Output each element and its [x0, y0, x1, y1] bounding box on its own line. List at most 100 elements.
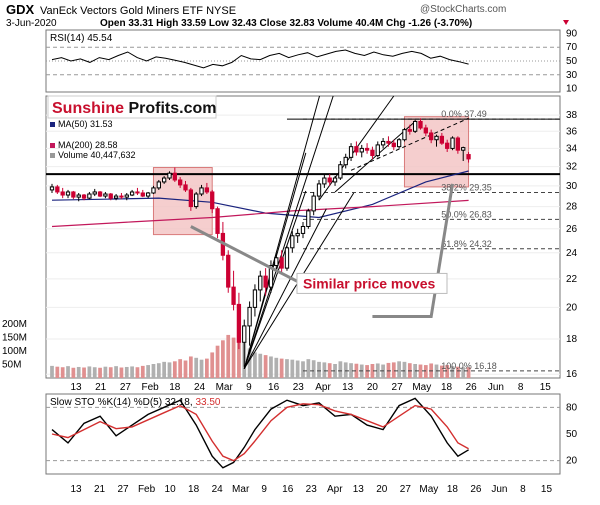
price-tick-label: 32: [566, 162, 578, 173]
candle-body: [311, 195, 316, 212]
annotation-pointer: [190, 225, 304, 286]
price-tick-label: 28: [566, 202, 578, 213]
candle-body: [92, 191, 97, 195]
volume-bar: [124, 366, 129, 378]
ma50-legend-swatch: [50, 122, 55, 127]
fan-trend-line: [243, 208, 327, 369]
candle-body: [49, 186, 55, 191]
price-x-tick-label: 15: [540, 382, 552, 393]
volume-bar: [188, 356, 193, 378]
volume-bar: [76, 366, 81, 378]
candle-body: [418, 120, 423, 129]
volume-bar: [215, 345, 220, 378]
volume-bar: [279, 358, 284, 378]
volume-bar: [114, 366, 118, 378]
volume-bar: [172, 361, 177, 378]
volume-bar: [333, 364, 337, 378]
candle-body: [183, 184, 188, 191]
candle-body: [445, 142, 450, 149]
volume-bar: [108, 367, 113, 378]
candle-body: [178, 179, 183, 186]
price-tick-label: 18: [566, 334, 578, 345]
volume-bar: [130, 366, 134, 378]
volume-bar: [119, 367, 124, 378]
channel-line: [334, 121, 416, 193]
candle-body: [268, 265, 274, 288]
sto-x-tick-label: Jun: [491, 484, 507, 495]
price-tick-label: 30: [566, 181, 578, 192]
volume-bar: [269, 356, 273, 378]
volume-bar: [205, 358, 209, 378]
candle-body: [140, 192, 145, 197]
volume-bar: [263, 355, 268, 378]
header-name: VanEck Vectors Gold Miners ETF NYSE: [40, 5, 236, 17]
candle-body: [332, 177, 338, 183]
volume-bar: [306, 359, 311, 378]
candle-body: [65, 191, 71, 196]
volume-bar: [183, 360, 188, 378]
ma200-legend-label: MA(200) 28.58: [58, 140, 118, 150]
volume-tick-label: 50M: [2, 360, 21, 371]
volume-bar: [237, 330, 241, 378]
sto-x-tick-label: 9: [261, 484, 267, 495]
sto-x-tick-label: 18: [447, 484, 459, 495]
price-tick-label: 36: [566, 126, 578, 137]
volume-bar: [103, 366, 108, 378]
volume-legend-label: Volume 40,447,632: [58, 150, 136, 160]
volume-bar: [295, 360, 300, 378]
candle-body: [242, 325, 247, 343]
candle-body: [215, 208, 220, 234]
candle-body: [60, 191, 65, 196]
candle-body: [236, 303, 242, 343]
volume-bar: [439, 365, 444, 378]
volume-bar: [456, 366, 460, 378]
sto-x-tick-label: 13: [353, 484, 365, 495]
ma200-legend-swatch: [50, 143, 55, 148]
volume-bar: [370, 364, 375, 378]
volume-bar: [338, 361, 343, 378]
candle-body: [252, 289, 258, 308]
price-x-tick-label: 18: [441, 382, 453, 393]
volume-bar: [418, 364, 423, 378]
price-x-tick-label: 21: [95, 382, 107, 393]
price-tick-label: 34: [566, 143, 578, 154]
volume-bar: [285, 359, 289, 378]
fib-label: 50.0% 26.83: [441, 209, 492, 219]
rsi-tick-label: 50: [566, 56, 578, 67]
volume-bar: [450, 366, 455, 378]
price-x-tick-label: 16: [268, 382, 280, 393]
sto-tick-label: 20: [566, 456, 578, 467]
volume-bar: [66, 366, 70, 378]
sto-title: Slow STO %K(14) %D(5) 32.18, 33.50: [50, 397, 221, 408]
candle-body: [258, 275, 263, 291]
volume-bar: [258, 353, 263, 378]
candle-body: [204, 187, 210, 193]
volume-bar: [151, 364, 156, 378]
volume-bar: [423, 365, 428, 378]
candle-body: [247, 306, 252, 327]
candle-body: [167, 172, 172, 179]
price-tick-label: 16: [566, 369, 578, 380]
price-x-tick-label: Apr: [315, 382, 331, 393]
volume-bar: [301, 361, 305, 378]
price-x-tick-label: 26: [466, 382, 478, 393]
sto-x-tick-label: 10: [165, 484, 177, 495]
fan-trend-line: [243, 190, 307, 369]
volume-bar: [461, 367, 466, 378]
candle-body: [348, 146, 354, 158]
price-x-tick-label: 27: [392, 382, 404, 393]
chg-down-arrow-icon: [563, 20, 569, 25]
volume-bar: [135, 367, 140, 378]
sto-x-tick-label: 26: [470, 484, 482, 495]
rsi-line: [51, 49, 469, 69]
candle-body: [194, 193, 199, 208]
volume-bar: [55, 366, 60, 378]
volume-bar: [365, 365, 369, 378]
volume-bar: [375, 363, 380, 378]
candle-body: [375, 144, 380, 157]
candle-body: [300, 225, 306, 234]
price-tick-label: 26: [566, 224, 578, 235]
sto-x-tick-label: 8: [520, 484, 526, 495]
candle-body: [135, 191, 140, 194]
